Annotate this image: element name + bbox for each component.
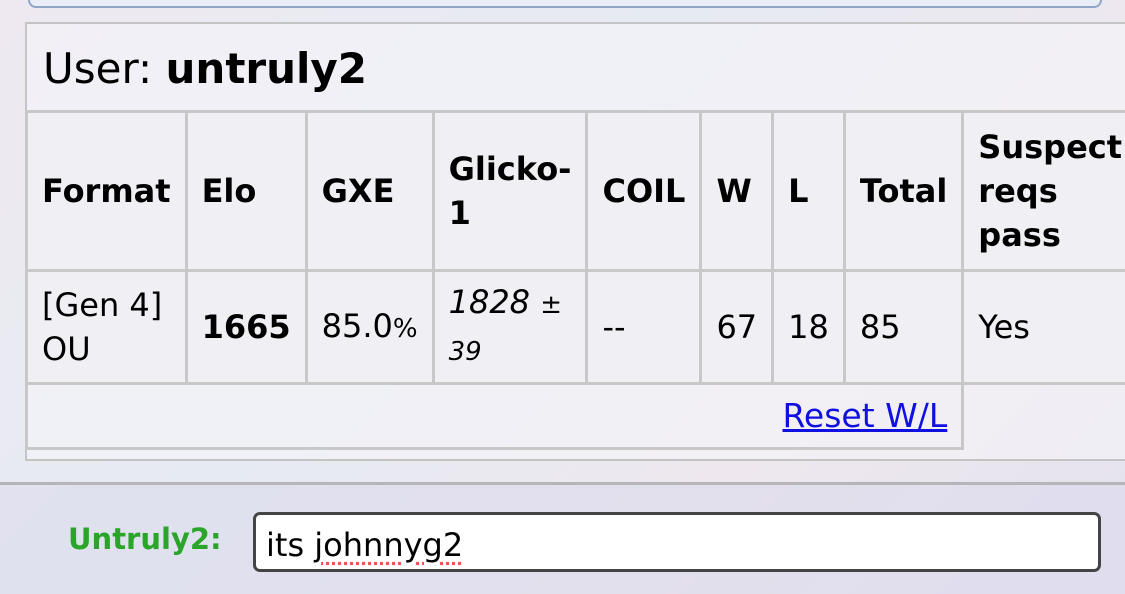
chat-input[interactable]: its johnnyg2 xyxy=(253,512,1101,572)
coil-cell: -- xyxy=(585,269,703,385)
col-w: W xyxy=(699,110,775,272)
col-suspect: Suspect reqs pass xyxy=(961,110,1125,272)
col-total: Total xyxy=(842,110,965,272)
divider xyxy=(0,482,1125,485)
total-cell: 85 xyxy=(842,269,965,385)
col-elo: Elo xyxy=(184,110,308,272)
col-coil: COIL xyxy=(585,110,703,272)
glicko-cell: 1828 ±39 xyxy=(431,269,589,385)
table-row: [Gen 4] OU 1665 85.0% 1828 ±39 -- 67 18 … xyxy=(25,269,1125,385)
elo-cell: 1665 xyxy=(184,269,308,385)
col-gxe: GXE xyxy=(304,110,435,272)
col-format: Format xyxy=(25,110,188,272)
previous-panel xyxy=(28,0,1102,8)
l-cell: 18 xyxy=(771,269,846,385)
col-glicko: Glicko-1 xyxy=(431,110,589,272)
chat-username-label: Untruly2: xyxy=(68,522,222,556)
username: untruly2 xyxy=(165,44,368,93)
reset-wl-link[interactable]: Reset W/L xyxy=(782,396,948,435)
user-title: User: untruly2 xyxy=(43,44,368,93)
w-cell: 67 xyxy=(699,269,775,385)
format-cell: [Gen 4] OU xyxy=(25,269,188,385)
ladder-table: Format Elo GXE Glicko-1 COIL W L Total S… xyxy=(24,110,1125,450)
suspect-cell: Yes xyxy=(961,269,1125,385)
user-stats-panel: User: untruly2 Format Elo GXE Glicko-1 C… xyxy=(24,22,1125,461)
misspelled-word: johnnyg2 xyxy=(314,526,464,564)
footer-row: Reset W/L xyxy=(24,382,1125,450)
header-row: Format Elo GXE Glicko-1 COIL W L Total S… xyxy=(25,110,1125,272)
col-l: L xyxy=(771,110,846,272)
gxe-cell: 85.0% xyxy=(304,269,435,385)
